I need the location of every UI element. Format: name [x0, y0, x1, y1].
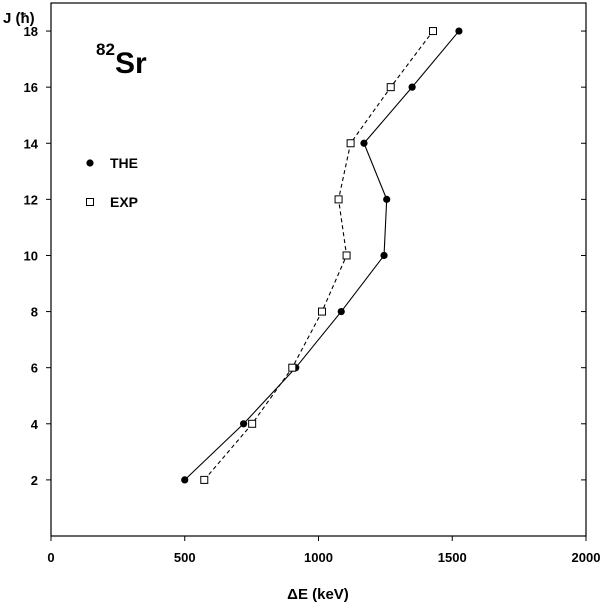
x-tick-label: 2000	[572, 550, 601, 565]
x-tick-label: 1000	[304, 550, 333, 565]
y-tick-label: 10	[24, 248, 38, 263]
legend-exp-label: EXP	[110, 194, 138, 210]
x-tick-label: 500	[174, 550, 196, 565]
series-exp-point	[386, 83, 395, 92]
series-the-line	[184, 30, 460, 481]
nuclide-label: 82 Sr	[96, 40, 147, 80]
series-exp	[200, 27, 437, 484]
legend-the-label: THE	[110, 155, 138, 171]
x-tick-label: 1500	[438, 550, 467, 565]
series-the-point	[360, 139, 368, 147]
legend-the-marker	[86, 159, 94, 167]
nuclide-element: Sr	[115, 47, 147, 80]
series-exp-point	[428, 27, 437, 36]
series-exp-point	[342, 251, 351, 260]
y-axis-title: J (ħ)	[3, 10, 35, 27]
series-exp-point	[346, 139, 355, 148]
y-tick-label: 12	[24, 192, 38, 207]
series-the-point	[408, 83, 416, 91]
x-axis-title: ΔE (keV)	[287, 586, 349, 603]
series-exp-point	[288, 363, 297, 372]
plot-frame	[50, 2, 587, 537]
series-exp-point	[248, 419, 257, 428]
axis-tick-labels: 0 500 1000 1500 2000 2 4 6 8 10 12 14 16 18	[24, 24, 601, 565]
y-tick-label: 16	[24, 80, 38, 95]
series-exp-point	[200, 475, 209, 484]
nuclide-mass-number: 82	[96, 40, 115, 59]
legend-exp-marker	[86, 198, 94, 206]
y-tick-label: 8	[31, 305, 38, 320]
series-the-point	[455, 27, 463, 35]
series-the-point	[383, 195, 391, 203]
series-the	[181, 27, 463, 484]
y-tick-label: 18	[24, 24, 38, 39]
axis-ticks	[46, 30, 587, 541]
legend: THE EXP	[86, 155, 138, 210]
series-the-point	[380, 251, 388, 260]
series-the-point	[337, 307, 345, 316]
series-exp-point	[334, 195, 343, 204]
series-the-point	[181, 476, 189, 484]
series-exp-point	[317, 307, 326, 316]
y-tick-label: 4	[31, 417, 39, 432]
x-tick-label: 0	[47, 550, 54, 565]
series-exp-line	[203, 30, 434, 481]
y-tick-label: 14	[24, 136, 39, 151]
y-tick-label: 2	[31, 473, 38, 488]
series-the-point	[240, 420, 248, 428]
y-tick-label: 6	[31, 361, 38, 376]
series-layer	[181, 27, 463, 484]
